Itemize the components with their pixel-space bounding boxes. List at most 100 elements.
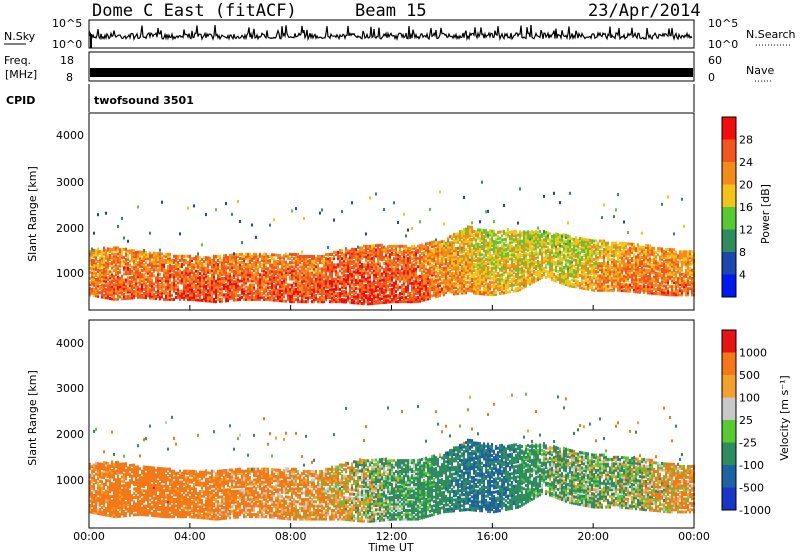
- range-cell: [417, 289, 419, 293]
- range-cell: [245, 271, 247, 275]
- range-cell: [367, 277, 369, 281]
- range-cell: [369, 277, 371, 281]
- range-cell: [425, 289, 427, 293]
- range-cell: [169, 275, 171, 279]
- range-cell: [169, 279, 171, 283]
- range-cell: [117, 285, 119, 289]
- range-cell: [497, 259, 499, 263]
- range-cell: [355, 295, 357, 299]
- range-cell: [173, 289, 175, 293]
- range-cell: [137, 205, 139, 209]
- range-cell: [279, 258, 281, 262]
- range-cell: [179, 263, 181, 266]
- range-cell: [101, 260, 103, 264]
- range-cell: [327, 289, 329, 293]
- range-cell: [139, 271, 141, 274]
- range-cell: [441, 254, 443, 258]
- range-cell: [189, 277, 191, 281]
- range-cell: [391, 294, 393, 298]
- range-cell: [409, 271, 411, 275]
- range-cell: [487, 266, 489, 270]
- range-cell: [477, 234, 479, 238]
- range-cell: [407, 300, 409, 304]
- range-cell: [541, 276, 543, 280]
- range-cell: [185, 295, 187, 299]
- range-cell: [233, 284, 235, 288]
- range-cell: [485, 233, 487, 237]
- range-cell: [373, 285, 375, 289]
- range-cell: [417, 287, 419, 291]
- range-cell: [421, 251, 423, 255]
- range-cell: [123, 286, 125, 290]
- range-cell: [527, 234, 529, 238]
- range-cell: [201, 298, 203, 302]
- range-cell: [149, 292, 151, 296]
- range-cell: [245, 277, 247, 281]
- range-cell: [177, 277, 179, 281]
- range-cell: [273, 271, 275, 275]
- range-cell: [383, 284, 385, 288]
- range-cell: [503, 266, 505, 270]
- range-cell: [487, 274, 489, 278]
- range-cell: [423, 288, 425, 292]
- range-cell: [301, 298, 303, 302]
- range-cell: [375, 277, 377, 281]
- range-cell: [511, 234, 513, 238]
- range-cell: [551, 274, 553, 277]
- range-cell: [449, 235, 451, 239]
- range-cell: [257, 271, 259, 275]
- range-cell: [151, 286, 153, 290]
- range-cell: [461, 265, 463, 268]
- range-cell: [379, 278, 381, 282]
- range-cell: [93, 287, 95, 291]
- range-cell: [243, 271, 245, 275]
- range-cell: [285, 254, 287, 258]
- range-cell: [97, 290, 99, 294]
- range-cell: [191, 293, 193, 297]
- range-cell: [535, 244, 537, 248]
- range-cell: [101, 268, 103, 272]
- range-cell: [169, 273, 171, 277]
- range-cell: [525, 241, 527, 245]
- range-cell: [275, 286, 277, 290]
- range-cell: [229, 257, 231, 261]
- range-cell: [413, 279, 415, 283]
- range-cell: [203, 295, 205, 298]
- range-cell: [185, 275, 187, 279]
- range-cell: [457, 271, 459, 275]
- range-cell: [253, 254, 255, 258]
- range-cell: [133, 279, 135, 283]
- range-cell: [161, 264, 163, 268]
- range-cell: [445, 289, 447, 292]
- range-cell: [217, 287, 219, 291]
- range-cell: [515, 229, 517, 233]
- range-cell: [537, 251, 539, 255]
- range-cell: [365, 259, 367, 263]
- range-cell: [459, 285, 461, 289]
- range-cell: [95, 265, 97, 269]
- range-cell: [327, 246, 329, 249]
- range-cell: [321, 283, 323, 287]
- range-cell: [291, 261, 293, 265]
- range-cell: [297, 273, 299, 277]
- range-cell: [319, 287, 321, 291]
- range-cell: [181, 263, 183, 266]
- range-cell: [547, 254, 549, 258]
- range-cell: [473, 238, 475, 242]
- range-cell: [451, 267, 453, 271]
- range-cell: [299, 281, 301, 285]
- range-cell: [459, 279, 461, 283]
- range-cell: [507, 247, 509, 251]
- range-cell: [233, 252, 235, 256]
- range-cell: [361, 275, 363, 279]
- range-cell: [381, 247, 383, 251]
- range-cell: [91, 262, 93, 266]
- range-cell: [113, 293, 115, 297]
- range-cell: [301, 275, 303, 279]
- range-cell: [411, 246, 413, 250]
- range-cell: [223, 272, 225, 276]
- range-cell: [473, 273, 475, 277]
- range-cell: [113, 246, 115, 250]
- range-cell: [395, 250, 397, 254]
- range-cell: [109, 288, 111, 292]
